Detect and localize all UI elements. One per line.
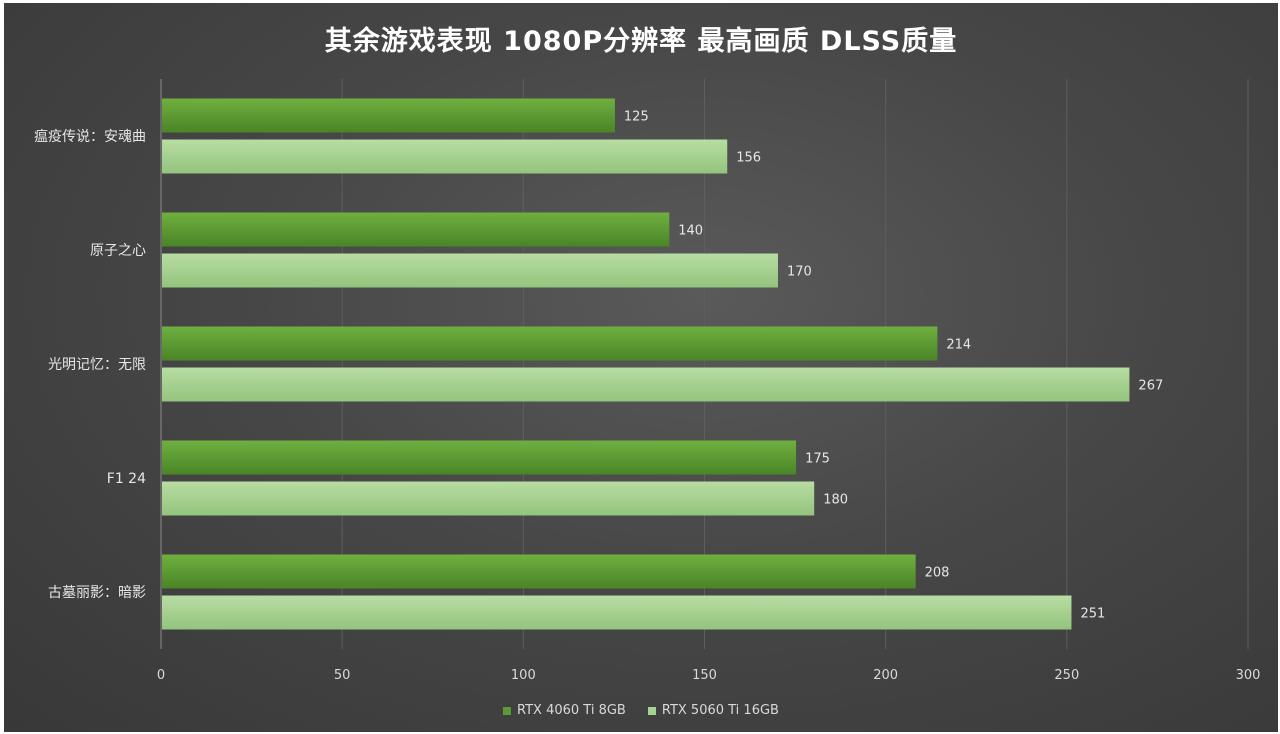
legend-item-series-1: RTX 4060 Ti 8GB [503, 703, 626, 718]
data-label-series-1: 125 [624, 110, 649, 125]
bar-series-2 [162, 595, 1072, 630]
bar-series-2 [162, 139, 728, 174]
data-label-series-1: 214 [946, 338, 971, 353]
bar-series-1 [162, 212, 670, 247]
data-label-series-2: 251 [1080, 607, 1105, 622]
data-label-series-2: 170 [787, 265, 812, 280]
legend-label-series-2: RTX 5060 Ti 16GB [661, 703, 779, 718]
legend-label-series-1: RTX 4060 Ti 8GB [517, 703, 626, 718]
data-label-series-2: 267 [1138, 379, 1163, 394]
category-label: 光明记忆：无限 [48, 357, 146, 373]
data-label-series-1: 175 [805, 452, 830, 467]
chart-title: 其余游戏表现 1080P分辨率 最高画质 DLSS质量 [324, 26, 958, 57]
x-tick-label-100: 100 [511, 668, 536, 683]
legend-swatch-series-2 [647, 706, 656, 715]
x-tick-label-150: 150 [692, 668, 717, 683]
x-tick-label-0: 0 [157, 668, 165, 683]
legend-item-series-2: RTX 5060 Ti 16GB [647, 703, 779, 718]
data-label-series-2: 180 [823, 493, 848, 508]
chart-legend: RTX 4060 Ti 8GB RTX 5060 Ti 16GB [4, 703, 1278, 718]
bar-series-1 [162, 440, 797, 475]
bar-series-2 [162, 481, 815, 516]
category-label: 原子之心 [90, 243, 146, 259]
data-label-series-1: 140 [678, 224, 703, 239]
category-label: F1 24 [107, 471, 146, 487]
bar-series-2 [162, 253, 778, 288]
bar-series-1 [162, 326, 938, 361]
x-tick-label-300: 300 [1236, 668, 1261, 683]
bar-chart-plot: 0 50 100 150 200 250 300 瘟疫传说：安魂曲 125 156 原子之心 140 1… [34, 79, 1261, 683]
data-label-series-1: 208 [925, 566, 950, 581]
x-tick-label-250: 250 [1054, 668, 1079, 683]
data-label-series-2: 156 [736, 151, 761, 166]
bar-series-2 [162, 367, 1130, 402]
chart-frame: 其余游戏表现 1080P分辨率 最高画质 DLSS质量 0 50 100 150 200… [4, 3, 1278, 732]
legend-swatch-series-1 [503, 706, 512, 715]
bar-series-1 [162, 554, 916, 589]
category-label: 瘟疫传说：安魂曲 [34, 128, 146, 145]
x-tick-label-200: 200 [873, 668, 898, 683]
bar-series-1 [162, 98, 615, 133]
x-tick-label-50: 50 [334, 668, 351, 683]
category-label: 古墓丽影：暗影 [48, 585, 146, 601]
